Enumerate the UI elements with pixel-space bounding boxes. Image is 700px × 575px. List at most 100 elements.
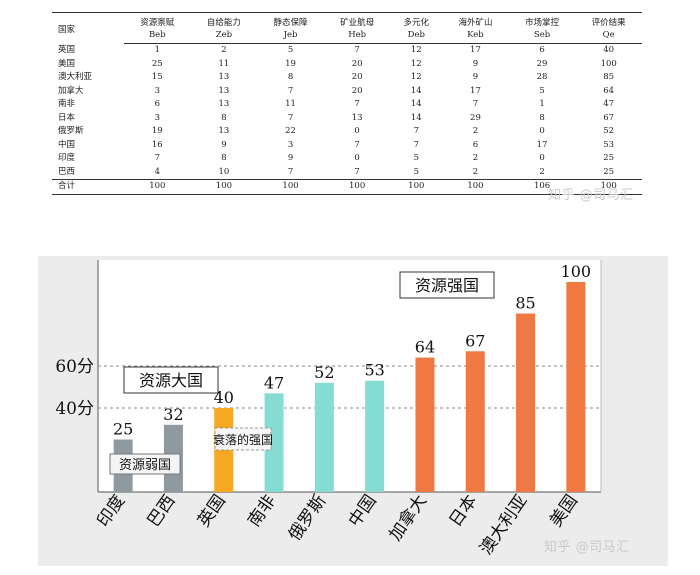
country-cell: 俄罗斯	[58, 126, 84, 136]
table-total-row: 合计 100 100 100 100 100 100 106 100	[52, 179, 642, 195]
bar-value-label: 40	[214, 388, 234, 407]
table-row: 中国 16 9 3 7 7 6 17 53	[52, 139, 642, 153]
chart-svg: 60分 40分 25 印度 32 巴西 40 英国 47 南非 52 俄罗斯 53 中国 64 加拿大 67 日本…	[55, 260, 602, 559]
header-col-name: 静态保障	[257, 12, 324, 29]
bar-value-label: 67	[465, 331, 485, 350]
value-cell: 7	[354, 45, 360, 55]
value-cell: 7	[287, 166, 294, 177]
table-body: 英国 1 2 5 7 12 17 6 40 美国 25 11 19 20 12 9 29 100 澳大利亚 15 13 8…	[52, 44, 642, 195]
value-cell: 3	[154, 112, 161, 123]
watermark-top: 知乎 @司马汇	[548, 188, 634, 203]
bar	[566, 282, 586, 492]
value-cell: 9	[472, 58, 479, 69]
value-cell: 9	[472, 72, 479, 82]
category-label: 巴西	[144, 491, 180, 530]
header-col-code: Beb	[124, 29, 191, 44]
table-row: 加拿大 3 13 7 20 14 17 5 64	[52, 85, 642, 99]
value-cell: 11	[218, 58, 230, 69]
value-cell: 17	[470, 45, 481, 55]
table-row: 巴西 4 10 7 7 5 2 2 25	[52, 166, 642, 180]
category-label: 南非	[244, 491, 280, 530]
value-cell: 9	[221, 139, 227, 150]
value-cell: 13	[351, 112, 363, 123]
value-cell: 6	[154, 99, 161, 109]
country-cell: 日本	[58, 112, 76, 123]
annotation-weak: 资源弱国	[119, 458, 171, 473]
value-cell: 85	[603, 72, 615, 82]
country-cell: 澳大利亚	[58, 72, 93, 82]
value-cell: 14	[410, 99, 422, 109]
value-cell: 53	[603, 139, 615, 150]
value-cell: 19	[285, 58, 296, 69]
value-cell: 12	[410, 45, 422, 55]
header-col-code: Qe	[575, 29, 642, 44]
value-cell: 29	[470, 112, 481, 123]
bar	[415, 357, 435, 492]
category-label: 加拿大	[385, 491, 431, 545]
value-cell: 100	[600, 58, 617, 69]
header-col-name: 多元化	[390, 12, 443, 29]
indicator-table: 国家 资源禀赋 自给能力 静态保障 矿业航母 多元化 海外矿山 市场掌控 评价结…	[52, 12, 642, 195]
value-cell: 6	[539, 45, 545, 55]
category-label: 印度	[93, 491, 129, 530]
value-cell: 7	[354, 99, 360, 109]
annotation-box-weak	[109, 453, 181, 475]
bar-value-label: 52	[314, 363, 334, 382]
value-cell: 14	[410, 85, 422, 96]
value-cell: 17	[470, 85, 481, 96]
header-col-code: Heb	[323, 29, 391, 44]
bar	[365, 380, 385, 492]
value-cell: 9	[287, 153, 294, 163]
value-cell: 16	[151, 139, 163, 150]
value-cell: 13	[218, 85, 230, 96]
value-cell: 20	[351, 72, 363, 82]
bar-value-label: 64	[415, 338, 435, 357]
value-cell: 2	[472, 166, 479, 177]
table-row: 美国 25 11 19 20 12 9 29 100	[52, 58, 642, 72]
category-label: 俄罗斯	[285, 491, 331, 544]
reference-label: 40分	[55, 399, 94, 419]
value-cell: 7	[154, 153, 161, 163]
value-cell: 1	[154, 45, 161, 55]
total-value-cell: 100	[257, 179, 324, 195]
header-col-name: 矿业航母	[323, 12, 391, 29]
indicator-table-container: 国家 资源禀赋 自给能力 静态保障 矿业航母 多元化 海外矿山 市场掌控 评价结…	[52, 12, 642, 195]
bar-value-label: 85	[515, 294, 535, 313]
value-cell: 0	[354, 153, 360, 163]
total-value-cell: 106	[508, 179, 576, 195]
value-cell: 25	[603, 166, 615, 177]
value-cell: 2	[539, 166, 545, 177]
value-cell: 13	[218, 99, 230, 109]
category-label: 日本	[445, 491, 481, 530]
value-cell: 25	[151, 58, 163, 69]
table-row: 南非 6 13 11 7 14 7 1 47	[52, 98, 642, 112]
value-cell: 47	[603, 99, 615, 109]
value-cell: 8	[539, 112, 545, 123]
country-cell: 印度	[58, 153, 76, 163]
value-cell: 7	[354, 139, 360, 150]
total-value-cell: 100	[190, 179, 258, 195]
country-cell: 加拿大	[58, 85, 84, 96]
header-col-name: 评价结果	[575, 12, 642, 29]
country-cell: 英国	[58, 44, 76, 55]
bar-value-label: 32	[163, 405, 183, 424]
value-cell: 13	[218, 126, 230, 136]
value-cell: 40	[603, 45, 615, 55]
value-cell: 29	[536, 58, 548, 69]
value-cell: 15	[151, 72, 163, 82]
value-cell: 10	[218, 166, 230, 177]
value-cell: 5	[413, 166, 419, 177]
header-col-name: 资源禀赋	[124, 12, 191, 29]
value-cell: 2	[472, 153, 479, 163]
value-cell: 20	[351, 85, 363, 96]
value-cell: 17	[536, 139, 548, 150]
value-cell: 2	[221, 45, 227, 55]
value-cell: 3	[154, 85, 161, 96]
value-cell: 20	[351, 58, 363, 69]
table-header-row: 国家 资源禀赋 自给能力 静态保障 矿业航母 多元化 海外矿山 市场掌控 评价结…	[52, 12, 642, 44]
header-col-name: 自给能力	[190, 12, 258, 29]
value-cell: 3	[287, 139, 294, 150]
value-cell: 8	[287, 72, 294, 82]
reference-label: 60分	[55, 357, 94, 377]
country-cell: 巴西	[58, 166, 76, 177]
